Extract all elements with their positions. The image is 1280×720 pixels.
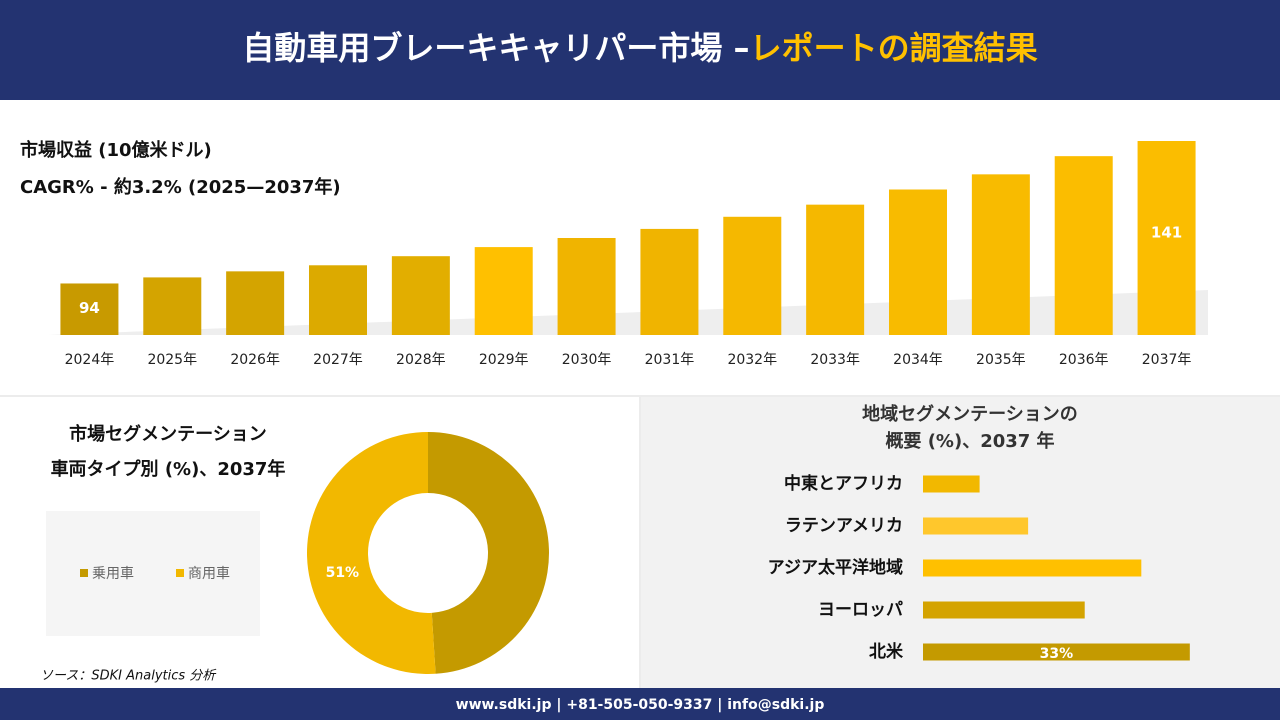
x-tick-label: 2032年 [727, 352, 777, 368]
bar [971, 174, 1030, 335]
legend-swatch [176, 569, 184, 577]
x-tick-label: 2030年 [562, 352, 612, 368]
legend-swatch [80, 569, 88, 577]
chart-title: 市場収益 (10億米ドル) [20, 139, 212, 161]
region-panel [641, 397, 1280, 688]
bar [923, 559, 1142, 577]
bar [1054, 156, 1113, 335]
x-tick-label: 2029年 [479, 352, 529, 368]
bar [923, 517, 1029, 535]
donut-segment [306, 432, 436, 674]
x-tick-label: 2026年 [230, 352, 280, 368]
chart-title: 市場セグメンテーション [69, 423, 267, 445]
header-title: 自動車用ブレーキキャリパー市場 –レポートの調査結果 [242, 29, 1037, 67]
bar [889, 189, 947, 335]
bar [60, 283, 119, 335]
y-tick-label: ラテンアメリカ [785, 516, 903, 536]
bar [143, 277, 202, 335]
bar [806, 204, 865, 335]
bar [923, 601, 1085, 619]
chart-subtitle: CAGR% - 約3.2% (2025—2037年) [20, 176, 341, 198]
header-band [0, 0, 1280, 100]
bar [474, 247, 533, 335]
data-label: 33% [1040, 646, 1074, 662]
bar [1137, 141, 1196, 335]
x-tick-label: 2031年 [645, 352, 695, 368]
x-tick-label: 2024年 [65, 352, 115, 368]
bar [923, 643, 1190, 661]
donut-segment [428, 432, 549, 674]
y-tick-label: 北米 [869, 641, 904, 662]
bar [723, 216, 782, 335]
bar [640, 228, 699, 335]
x-tick-label: 2036年 [1059, 352, 1109, 368]
bar [923, 475, 980, 493]
bar [309, 265, 367, 335]
data-label: 51% [326, 565, 360, 581]
x-tick-label: 2028年 [396, 352, 446, 368]
legend-label: 商用車 [188, 565, 230, 582]
x-tick-label: 2035年 [976, 352, 1026, 368]
bar [557, 238, 616, 335]
x-tick-label: 2025年 [147, 352, 197, 368]
bar [226, 271, 285, 335]
title-highlight: レポートの調査結果 [750, 29, 1038, 67]
chart-title: 車両タイプ別 (%)、2037年 [51, 458, 286, 480]
y-tick-label: アジア太平洋地域 [768, 557, 903, 578]
x-tick-label: 2033年 [810, 352, 860, 368]
x-tick-label: 2034年 [893, 352, 943, 368]
source-note: ソース：SDKI Analytics 分析 [40, 669, 217, 684]
y-tick-label: ヨーロッパ [818, 600, 903, 620]
data-label: 94 [79, 299, 100, 317]
bar [391, 256, 450, 335]
chart-title: 概要 (%)、2037 年 [885, 430, 1054, 452]
title-main: 自動車用ブレーキキャリパー市場 – [242, 29, 749, 67]
footer-contact: www.sdki.jp | +81-505-050-9337 | info@sd… [456, 697, 825, 713]
y-tick-label: 中東とアフリカ [784, 473, 903, 494]
x-tick-label: 2027年 [313, 352, 363, 368]
chart-title: 地域セグメンテーションの [862, 403, 1078, 425]
x-tick-label: 2037年 [1142, 352, 1192, 368]
data-label: 141 [1151, 224, 1182, 242]
legend-label: 乗用車 [92, 565, 134, 582]
footer-band [0, 688, 1280, 720]
